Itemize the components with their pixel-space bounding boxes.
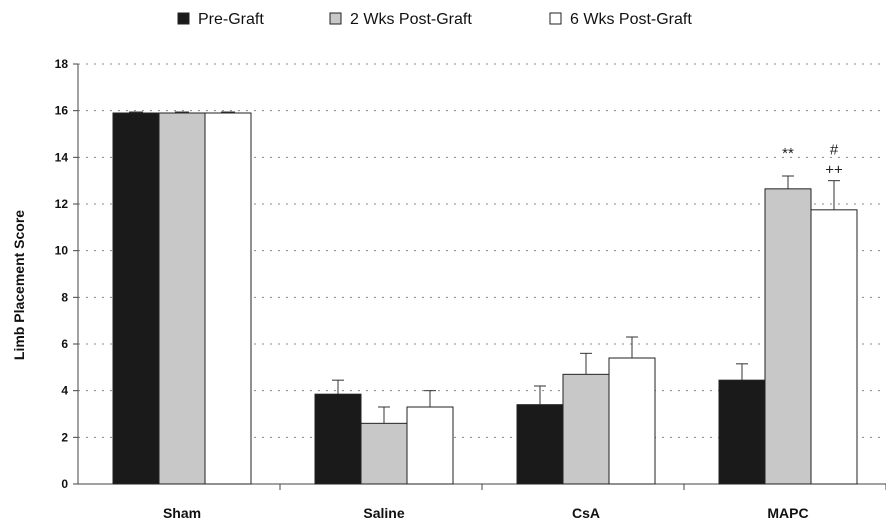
legend-label: Pre-Graft <box>198 11 264 28</box>
bar <box>764 188 812 485</box>
annotations: ** # ++ <box>782 142 843 179</box>
legend-swatch <box>549 12 562 25</box>
y-tick-label: 16 <box>55 104 69 118</box>
bar <box>158 112 206 485</box>
y-tick-label: 0 <box>61 477 68 491</box>
y-tick-label: 12 <box>55 197 69 211</box>
significance-marker: ** <box>782 145 794 162</box>
bar <box>718 379 766 485</box>
x-tick-label: CsA <box>572 505 600 521</box>
y-tick-label: 8 <box>61 290 68 304</box>
legend-swatch <box>329 12 342 25</box>
legend-label: 6 Wks Post-Graft <box>570 11 692 28</box>
x-tick-label: MAPC <box>767 505 808 521</box>
y-tick-label: 10 <box>55 244 69 258</box>
bar <box>314 393 362 485</box>
error-bars <box>129 111 840 424</box>
y-tick-label: 2 <box>61 430 68 444</box>
bar <box>608 357 656 485</box>
legend-swatch <box>177 12 190 25</box>
significance-marker: # <box>830 142 839 159</box>
legend-label: 2 Wks Post-Graft <box>350 11 472 28</box>
bar <box>360 422 408 485</box>
bar <box>810 209 858 485</box>
y-axis-title: Limb Placement Score <box>11 210 27 360</box>
bar <box>562 373 610 485</box>
legend: Pre-Graft 2 Wks Post-Graft 6 Wks Post-Graf… <box>177 11 692 28</box>
y-tick-label: 14 <box>55 150 69 164</box>
significance-marker: ++ <box>825 162 843 179</box>
x-tick-label: Saline <box>363 505 404 521</box>
bar <box>204 112 252 485</box>
bar <box>516 404 564 485</box>
bar <box>406 406 454 485</box>
y-tick-label: 4 <box>61 384 68 398</box>
y-tick-label: 18 <box>55 57 69 71</box>
bar <box>112 112 160 485</box>
y-tick-label: 6 <box>61 337 68 351</box>
x-tick-label: Sham <box>163 505 201 521</box>
bars <box>112 112 858 485</box>
